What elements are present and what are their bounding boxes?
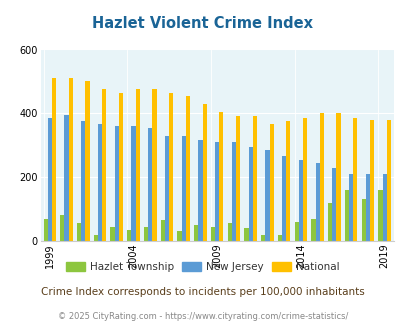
Bar xyxy=(202,104,206,241)
Bar xyxy=(377,190,382,241)
Bar xyxy=(77,223,81,241)
Bar xyxy=(98,124,102,241)
Bar xyxy=(248,147,252,241)
Bar xyxy=(227,223,231,241)
Bar xyxy=(164,136,168,241)
Bar xyxy=(135,89,139,241)
Bar xyxy=(194,225,198,241)
Text: © 2025 CityRating.com - https://www.cityrating.com/crime-statistics/: © 2025 CityRating.com - https://www.city… xyxy=(58,312,347,321)
Bar xyxy=(281,156,286,241)
Bar xyxy=(319,113,323,241)
Bar xyxy=(235,116,240,241)
Bar xyxy=(286,121,290,241)
Bar xyxy=(60,215,64,241)
Bar xyxy=(352,118,356,241)
Bar xyxy=(181,136,185,241)
Bar xyxy=(327,203,331,241)
Bar xyxy=(252,116,256,241)
Bar xyxy=(94,235,98,241)
Bar xyxy=(43,218,48,241)
Bar xyxy=(198,141,202,241)
Bar xyxy=(211,226,215,241)
Text: Crime Index corresponds to incidents per 100,000 inhabitants: Crime Index corresponds to incidents per… xyxy=(41,287,364,297)
Bar xyxy=(102,89,106,241)
Bar xyxy=(131,126,135,241)
Bar xyxy=(177,231,181,241)
Bar xyxy=(265,150,269,241)
Bar xyxy=(85,82,90,241)
Bar xyxy=(369,120,373,241)
Bar xyxy=(365,174,369,241)
Bar xyxy=(52,78,56,241)
Bar xyxy=(294,222,298,241)
Text: Hazlet Violent Crime Index: Hazlet Violent Crime Index xyxy=(92,16,313,31)
Bar xyxy=(127,230,131,241)
Bar xyxy=(260,235,265,241)
Bar xyxy=(331,168,336,241)
Bar xyxy=(315,163,319,241)
Bar xyxy=(277,235,281,241)
Bar xyxy=(269,124,273,241)
Bar xyxy=(48,118,52,241)
Bar xyxy=(185,96,190,241)
Bar xyxy=(144,226,148,241)
Bar xyxy=(119,92,123,241)
Bar xyxy=(81,121,85,241)
Bar xyxy=(344,190,348,241)
Bar xyxy=(152,89,156,241)
Bar xyxy=(114,126,119,241)
Bar xyxy=(244,228,248,241)
Bar xyxy=(68,78,72,241)
Bar xyxy=(160,220,164,241)
Bar xyxy=(298,160,302,241)
Bar xyxy=(110,226,114,241)
Bar xyxy=(382,174,386,241)
Bar xyxy=(311,218,315,241)
Bar xyxy=(215,142,219,241)
Bar xyxy=(302,118,307,241)
Bar xyxy=(386,120,390,241)
Bar xyxy=(361,199,365,241)
Bar xyxy=(148,128,152,241)
Bar xyxy=(348,174,352,241)
Bar xyxy=(231,142,235,241)
Bar xyxy=(219,112,223,241)
Bar xyxy=(336,113,340,241)
Bar xyxy=(168,92,173,241)
Bar xyxy=(64,115,68,241)
Legend: Hazlet Township, New Jersey, National: Hazlet Township, New Jersey, National xyxy=(62,258,343,276)
